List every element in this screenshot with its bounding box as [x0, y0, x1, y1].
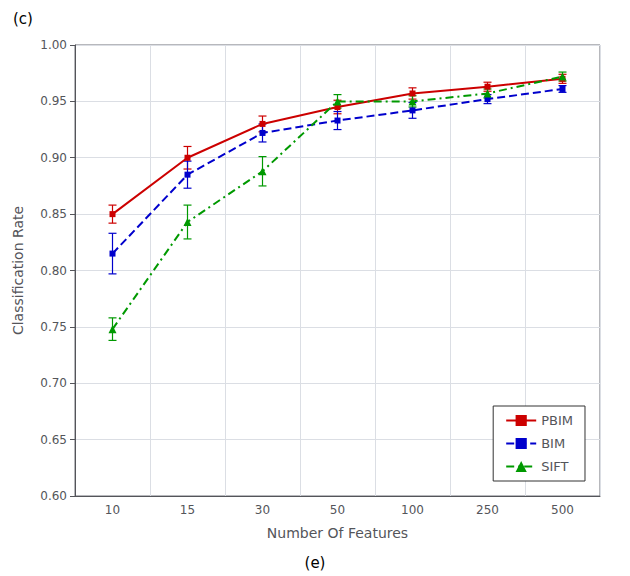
svg-text:10: 10 [105, 503, 120, 517]
svg-text:(e): (e) [305, 554, 326, 572]
svg-text:0.85: 0.85 [40, 207, 67, 221]
svg-text:0.60: 0.60 [40, 489, 67, 503]
svg-text:0.95: 0.95 [40, 94, 67, 108]
svg-text:0.65: 0.65 [40, 433, 67, 447]
svg-text:30: 30 [255, 503, 270, 517]
svg-text:Number Of Features: Number Of Features [267, 525, 408, 541]
svg-text:Classification Rate: Classification Rate [10, 206, 26, 335]
svg-text:1.00: 1.00 [40, 38, 67, 52]
svg-text:500: 500 [551, 503, 574, 517]
svg-text:15: 15 [180, 503, 195, 517]
svg-text:SIFT: SIFT [541, 459, 568, 474]
svg-text:250: 250 [476, 503, 499, 517]
svg-text:50: 50 [330, 503, 345, 517]
svg-text:100: 100 [401, 503, 424, 517]
svg-text:0.90: 0.90 [40, 151, 67, 165]
svg-text:0.75: 0.75 [40, 320, 67, 334]
svg-text:0.80: 0.80 [40, 264, 67, 278]
svg-text:PBIM: PBIM [541, 413, 573, 428]
svg-text:0.70: 0.70 [40, 376, 67, 390]
svg-text:BIM: BIM [541, 436, 565, 451]
svg-text:(c): (c) [13, 10, 33, 28]
